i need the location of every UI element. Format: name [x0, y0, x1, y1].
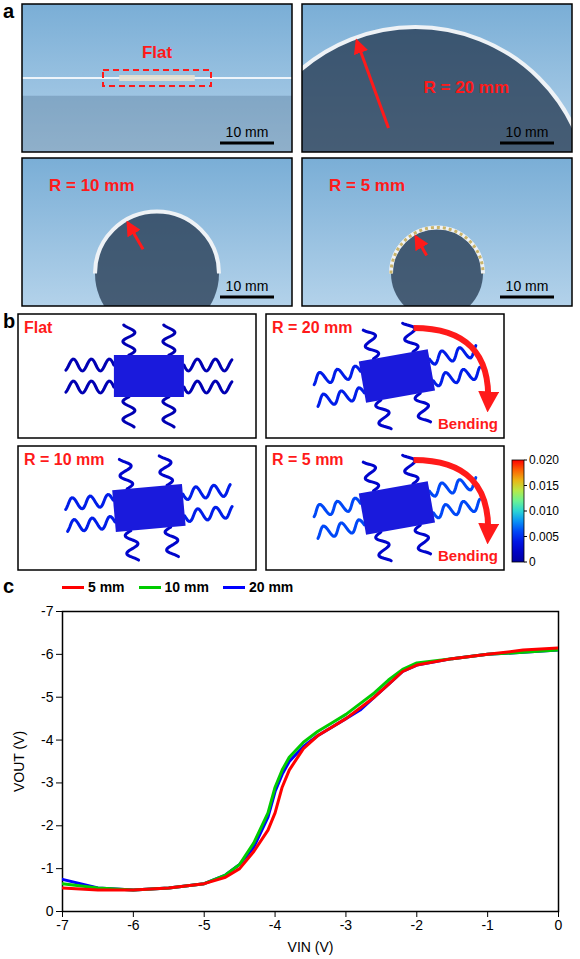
- svg-text:-6: -6: [41, 646, 54, 662]
- html-text:20 mm: 20 mm: [248, 579, 294, 595]
- svg-text:a: a: [3, 0, 15, 22]
- svg-text:Bending: Bending: [438, 547, 498, 564]
- svg-text:0: 0: [46, 903, 54, 919]
- svg-text:-5: -5: [198, 917, 211, 933]
- svg-text:10 mm: 10 mm: [226, 124, 269, 140]
- svg-text:0: 0: [529, 555, 536, 569]
- svg-text:0: 0: [555, 917, 563, 933]
- svg-text:R = 5 mm: R = 5 mm: [272, 451, 344, 468]
- svg-text:0.020: 0.020: [529, 453, 559, 467]
- svg-text:-4: -4: [269, 917, 282, 933]
- svg-text:-3: -3: [41, 774, 54, 790]
- svg-text:-1: -1: [481, 917, 494, 933]
- svg-text:Flat: Flat: [24, 319, 53, 336]
- svg-text:VOUT (V): VOUT (V): [11, 731, 27, 792]
- svg-text:Flat: Flat: [142, 43, 173, 62]
- html-text:c: c: [3, 575, 15, 597]
- html-text:5 mm: 5 mm: [88, 579, 125, 595]
- svg-text:-3: -3: [340, 917, 353, 933]
- svg-text:10 mm: 10 mm: [226, 278, 269, 294]
- svg-text:0.010: 0.010: [529, 504, 559, 518]
- svg-text:-7: -7: [41, 603, 54, 619]
- html-text:10 mm: 10 mm: [164, 579, 209, 595]
- svg-text:-2: -2: [411, 917, 424, 933]
- svg-text:R = 10 mm: R = 10 mm: [24, 451, 104, 468]
- svg-text:-2: -2: [41, 817, 54, 833]
- svg-text:0.015: 0.015: [529, 479, 559, 493]
- svg-text:R = 20 mm: R = 20 mm: [424, 78, 510, 97]
- svg-text:R = 10 mm: R = 10 mm: [49, 176, 135, 195]
- svg-text:-7: -7: [56, 917, 69, 933]
- svg-text:-6: -6: [127, 917, 140, 933]
- svg-text:10 mm: 10 mm: [506, 278, 549, 294]
- svg-text:-4: -4: [41, 732, 54, 748]
- svg-text:R = 5 mm: R = 5 mm: [329, 176, 405, 195]
- svg-text:Bending: Bending: [438, 415, 498, 432]
- svg-text:-1: -1: [41, 860, 54, 876]
- svg-text:VIN (V): VIN (V): [288, 939, 334, 955]
- svg-text:-5: -5: [41, 689, 54, 705]
- svg-text:0.005: 0.005: [529, 530, 559, 544]
- svg-text:R = 20 mm: R = 20 mm: [272, 319, 352, 336]
- svg-text:b: b: [3, 310, 15, 332]
- svg-text:10 mm: 10 mm: [506, 124, 549, 140]
